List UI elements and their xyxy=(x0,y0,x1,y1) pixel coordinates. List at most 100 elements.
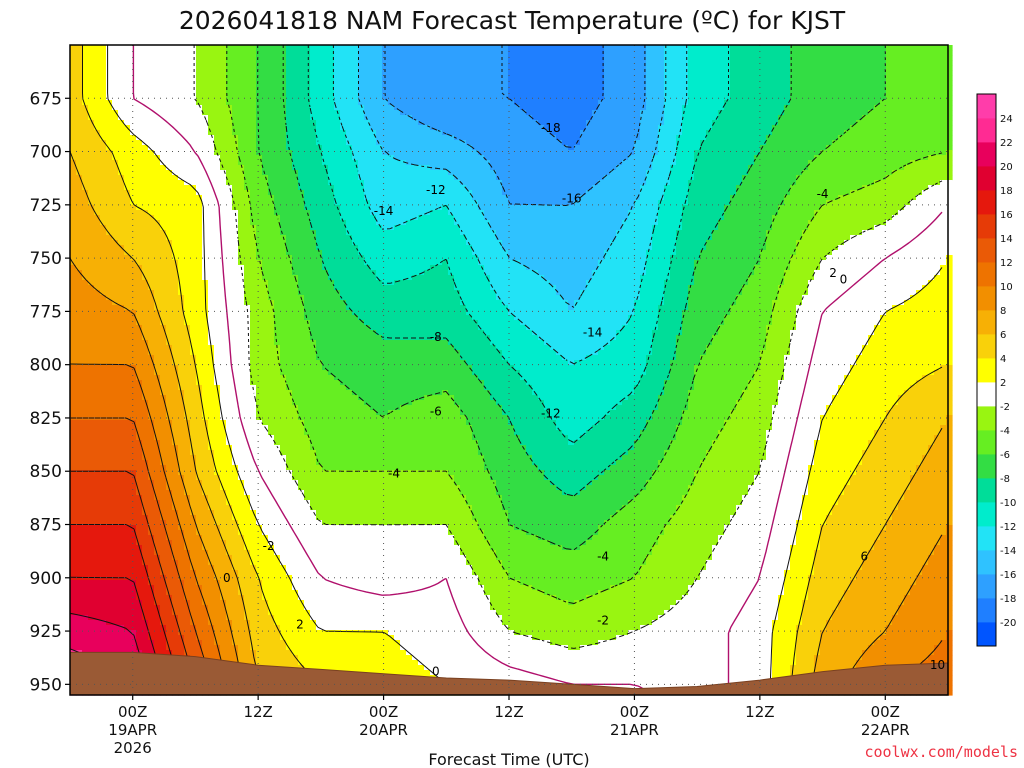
temperature-cell xyxy=(136,210,143,216)
temperature-cell xyxy=(118,340,125,346)
temperature-cell xyxy=(214,310,221,316)
temperature-cell xyxy=(190,565,197,571)
temperature-cell xyxy=(106,615,113,621)
temperature-cell xyxy=(100,400,107,406)
temperature-cell xyxy=(148,70,155,76)
temperature-cell xyxy=(148,270,155,276)
temperature-cell xyxy=(82,305,89,311)
temperature-cell xyxy=(214,620,221,626)
temperature-cell xyxy=(136,615,143,621)
temperature-cell xyxy=(70,235,77,241)
temperature-cell xyxy=(214,130,221,136)
temperature-cell xyxy=(100,410,107,416)
temperature-cell xyxy=(124,115,131,121)
temperature-cell xyxy=(130,465,137,471)
temperature-cell xyxy=(286,525,293,531)
temperature-cell xyxy=(214,405,221,411)
temperature-cell xyxy=(136,130,143,136)
temperature-cell xyxy=(196,400,203,406)
temperature-cell xyxy=(160,360,167,366)
temperature-cell xyxy=(148,450,155,456)
temperature-cell xyxy=(238,415,245,421)
temperature-cell xyxy=(130,535,137,541)
temperature-cell xyxy=(76,515,83,521)
temperature-cell xyxy=(106,365,113,371)
temperature-cell xyxy=(262,550,269,556)
temperature-cell xyxy=(94,635,101,641)
temperature-cell xyxy=(184,170,191,176)
temperature-cell xyxy=(208,630,215,636)
temperature-cell xyxy=(148,520,155,526)
temperature-cell xyxy=(124,360,131,366)
temperature-cell xyxy=(178,570,185,576)
temperature-cell xyxy=(298,170,305,176)
temperature-cell xyxy=(244,500,251,506)
temperature-cell xyxy=(196,70,203,76)
temperature-cell xyxy=(172,435,179,441)
temperature-cell xyxy=(70,600,77,606)
temperature-cell xyxy=(142,105,149,111)
temperature-cell xyxy=(262,165,269,171)
temperature-cell xyxy=(82,590,89,596)
temperature-cell xyxy=(118,355,125,361)
temperature-cell xyxy=(250,160,257,166)
temperature-cell xyxy=(244,205,251,211)
temperature-cell xyxy=(232,235,239,241)
temperature-cell xyxy=(94,645,101,651)
temperature-cell xyxy=(76,65,83,71)
temperature-cell xyxy=(154,350,161,356)
temperature-cell xyxy=(202,125,209,131)
temperature-cell xyxy=(250,505,257,511)
temperature-cell xyxy=(220,155,227,161)
temperature-cell xyxy=(280,645,287,651)
temperature-cell xyxy=(106,285,113,291)
temperature-cell xyxy=(268,430,275,436)
temperature-cell xyxy=(166,115,173,121)
temperature-cell xyxy=(214,330,221,336)
temperature-cell xyxy=(178,75,185,81)
temperature-cell xyxy=(244,330,251,336)
temperature-cell xyxy=(292,635,299,641)
temperature-cell xyxy=(250,345,257,351)
temperature-cell xyxy=(208,615,215,621)
temperature-cell xyxy=(286,655,293,661)
temperature-cell xyxy=(172,80,179,86)
temperature-cell xyxy=(274,100,281,106)
temperature-cell xyxy=(202,175,209,181)
temperature-cell xyxy=(160,620,167,626)
temperature-cell xyxy=(70,135,77,141)
temperature-cell xyxy=(124,530,131,536)
temperature-cell xyxy=(136,480,143,486)
temperature-cell xyxy=(166,265,173,271)
temperature-cell xyxy=(244,405,251,411)
temperature-cell xyxy=(184,350,191,356)
temperature-cell xyxy=(250,390,257,396)
temperature-cell xyxy=(160,305,167,311)
temperature-cell xyxy=(184,575,191,581)
temperature-cell xyxy=(244,175,251,181)
temperature-cell xyxy=(172,190,179,196)
temperature-cell xyxy=(214,95,221,101)
temperature-cell xyxy=(94,450,101,456)
temperature-cell xyxy=(94,75,101,81)
temperature-cell xyxy=(202,595,209,601)
temperature-cell xyxy=(124,315,131,321)
temperature-cell xyxy=(172,105,179,111)
temperature-cell xyxy=(136,640,143,646)
temperature-cell xyxy=(94,520,101,526)
temperature-cell xyxy=(166,150,173,156)
temperature-cell xyxy=(268,515,275,521)
temperature-cell xyxy=(232,100,239,106)
temperature-cell xyxy=(160,215,167,221)
temperature-cell xyxy=(280,105,287,111)
temperature-cell xyxy=(250,235,257,241)
temperature-cell xyxy=(268,550,275,556)
temperature-cell xyxy=(136,45,143,51)
temperature-cell xyxy=(76,355,83,361)
temperature-cell xyxy=(82,460,89,466)
temperature-cell xyxy=(184,95,191,101)
temperature-cell xyxy=(184,265,191,271)
temperature-cell xyxy=(142,50,149,56)
temperature-cell xyxy=(256,465,263,471)
temperature-cell xyxy=(88,635,95,641)
